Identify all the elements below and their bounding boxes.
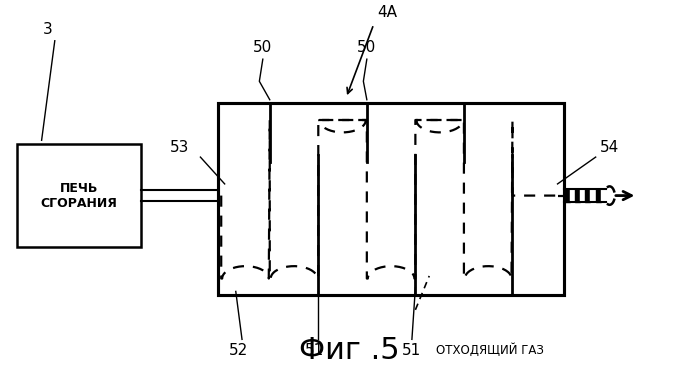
Text: 54: 54 <box>600 140 619 155</box>
Text: Фиг .5: Фиг .5 <box>299 336 400 365</box>
Text: ОТХОДЯЩИЙ ГАЗ: ОТХОДЯЩИЙ ГАЗ <box>436 343 544 357</box>
Text: 50: 50 <box>253 41 273 55</box>
Text: 3: 3 <box>43 22 52 37</box>
Bar <box>218 103 565 295</box>
Bar <box>218 103 565 295</box>
Text: 53: 53 <box>170 140 189 155</box>
Text: ПЕЧЬ
СГОРАНИЯ: ПЕЧЬ СГОРАНИЯ <box>41 182 117 210</box>
Text: 4A: 4A <box>377 5 398 20</box>
Text: 51: 51 <box>305 343 324 358</box>
Text: 51: 51 <box>403 343 421 358</box>
Text: 50: 50 <box>357 41 377 55</box>
Bar <box>17 144 141 247</box>
Text: 52: 52 <box>229 343 248 358</box>
